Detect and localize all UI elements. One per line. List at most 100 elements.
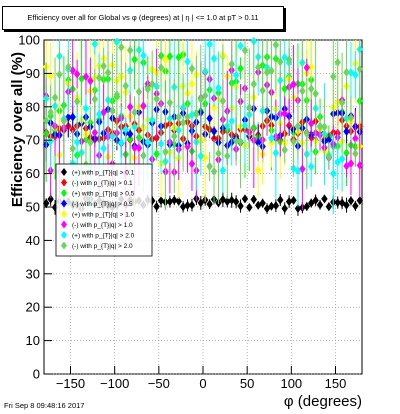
x-tick-label: −50 <box>148 376 170 391</box>
data-point-1 <box>316 200 324 210</box>
data-point-1 <box>343 200 350 210</box>
x-tick-label: −150 <box>56 376 85 391</box>
data-point-4 <box>325 135 333 145</box>
data-point-1 <box>250 194 257 204</box>
data-point-8 <box>232 136 240 146</box>
legend-marker <box>61 220 67 229</box>
data-point-8 <box>241 45 249 55</box>
data-point-7 <box>100 143 107 153</box>
data-point-7 <box>47 136 54 146</box>
data-point-1 <box>303 201 310 211</box>
data-point-7 <box>268 133 275 143</box>
data-point-7 <box>237 41 244 51</box>
data-point-8 <box>308 84 315 94</box>
data-point-1 <box>294 204 302 214</box>
data-point-3 <box>153 149 160 159</box>
data-point-6 <box>91 128 98 138</box>
data-point-6 <box>184 142 191 152</box>
data-point-8 <box>157 63 165 73</box>
data-point-8 <box>263 67 271 77</box>
data-point-8 <box>255 62 262 72</box>
data-point-8 <box>259 85 266 95</box>
y-tick-label: 70 <box>26 133 40 148</box>
data-point-6 <box>290 79 297 89</box>
y-tick-label: 40 <box>26 233 40 248</box>
data-point-1 <box>321 194 328 204</box>
data-point-7 <box>241 121 249 131</box>
y-axis-label: Efficiency over all (%) <box>9 52 26 207</box>
data-point-7 <box>91 39 98 49</box>
data-point-6 <box>303 63 310 73</box>
data-point-1 <box>219 195 227 205</box>
data-point-8 <box>303 129 310 139</box>
legend-label: (-) with p_{T}|q| > 0.5 <box>72 201 133 208</box>
data-point-8 <box>312 89 319 99</box>
data-point-5 <box>210 103 218 113</box>
data-point-1 <box>290 195 297 205</box>
data-point-8 <box>219 96 227 106</box>
y-tick-label: 50 <box>26 200 40 215</box>
data-point-6 <box>140 101 147 111</box>
data-point-1 <box>171 195 178 205</box>
legend-label: (-) with p_{T}|q| > 1.0 <box>72 222 133 229</box>
y-tick-label: 80 <box>26 99 40 114</box>
data-point-6 <box>188 159 196 169</box>
legend-marker <box>61 189 67 197</box>
data-point-8 <box>126 45 134 55</box>
data-point-8 <box>316 122 324 132</box>
legend-marker <box>61 241 67 250</box>
data-point-3 <box>78 74 85 84</box>
data-point-6 <box>126 102 134 112</box>
data-point-8 <box>299 86 306 96</box>
data-point-7 <box>294 166 302 176</box>
data-point-8 <box>73 97 81 107</box>
x-axis-label: φ (degrees) <box>284 393 362 410</box>
legend-marker <box>61 199 67 208</box>
data-point-7 <box>210 54 218 64</box>
data-point-1 <box>272 201 280 211</box>
data-point-8 <box>193 109 200 119</box>
legend-label: (-) with p_{T}|q| > 0.1 <box>72 180 133 187</box>
data-point-8 <box>162 147 169 157</box>
data-point-8 <box>325 152 333 162</box>
data-point-1 <box>325 202 333 212</box>
data-point-6 <box>281 109 288 119</box>
data-point-8 <box>237 137 244 147</box>
data-point-3 <box>131 54 138 64</box>
data-point-7 <box>219 165 227 175</box>
legend-marker <box>61 178 67 187</box>
data-point-8 <box>290 137 297 147</box>
data-point-1 <box>166 197 174 207</box>
data-point-6 <box>131 143 138 153</box>
data-point-1 <box>206 199 213 209</box>
data-point-1 <box>268 201 275 211</box>
data-point-8 <box>51 92 59 102</box>
x-tick-label: −100 <box>100 376 129 391</box>
data-point-7 <box>272 148 280 158</box>
data-point-7 <box>197 151 204 161</box>
legend-marker <box>61 210 67 218</box>
data-point-8 <box>246 103 253 113</box>
data-point-1 <box>277 195 284 205</box>
data-point-7 <box>308 162 315 172</box>
data-point-5 <box>162 55 169 65</box>
data-point-1 <box>281 203 288 213</box>
data-point-8 <box>277 57 284 67</box>
data-point-1 <box>157 196 165 206</box>
data-point-1 <box>43 198 50 208</box>
data-point-6 <box>135 143 143 153</box>
data-point-8 <box>171 131 178 141</box>
data-point-8 <box>202 91 209 101</box>
data-point-8 <box>197 94 204 104</box>
data-point-8 <box>321 122 328 132</box>
y-tick-label: 60 <box>26 166 40 181</box>
data-point-8 <box>338 98 346 108</box>
data-point-1 <box>179 202 187 212</box>
legend-label: (+) with p_{T}|q| > 1.0 <box>72 212 135 219</box>
legend-marker <box>61 168 67 176</box>
data-point-7 <box>122 124 129 134</box>
data-point-8 <box>135 87 143 97</box>
data-point-1 <box>232 197 240 207</box>
data-point-1 <box>246 202 253 212</box>
